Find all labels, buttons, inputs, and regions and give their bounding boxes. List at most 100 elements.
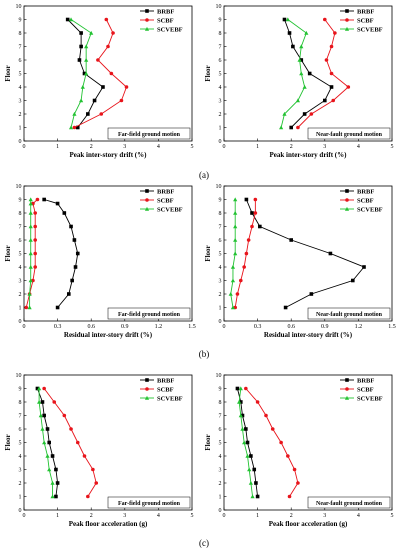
x-tick-label: 0 [23, 324, 26, 330]
data-point-brbf [70, 279, 74, 283]
data-point-brbf [303, 112, 307, 116]
x-tick-label: 0.3 [254, 324, 262, 330]
data-point-brbf [41, 400, 45, 404]
x-tick-label: 2 [90, 513, 93, 519]
data-point-scbf [286, 454, 290, 458]
y-tick-label: 9 [19, 387, 22, 393]
x-tick-label: 4 [157, 513, 160, 519]
y-tick-label: 5 [219, 252, 222, 258]
data-point-brbf [288, 31, 292, 35]
x-tick-label: 4 [357, 513, 360, 519]
data-point-scvebf [239, 386, 243, 390]
x-tick-label: 1.2 [355, 324, 363, 330]
legend-marker-brbf [345, 189, 349, 193]
y-tick-label: 8 [19, 400, 22, 406]
y-tick-label: 3 [19, 99, 22, 105]
data-point-brbf [66, 18, 70, 22]
y-tick-label: 4 [19, 265, 22, 271]
data-point-scvebf [28, 305, 32, 309]
data-point-scbf [94, 481, 98, 485]
data-point-brbf [67, 292, 71, 296]
legend-label-scbf: SCBF [157, 197, 174, 204]
x-axis-title: Peak inter-story drift (%) [70, 151, 148, 159]
y-tick-label: 3 [19, 279, 22, 285]
x-tick-label: 3 [323, 144, 326, 150]
data-point-brbf [79, 45, 83, 49]
data-point-scbf [52, 400, 56, 404]
y-axis-title: Floor [4, 245, 12, 261]
legend-label-brbf: BRBF [357, 377, 374, 384]
legend-marker-scbf [345, 387, 349, 391]
legend-label-brbf: BRBF [357, 8, 374, 15]
x-tick-label: 5 [191, 144, 194, 150]
x-tick-label: 1 [256, 513, 259, 519]
y-tick-label: 8 [219, 400, 222, 406]
annotation-text: Far-field ground motion [118, 501, 181, 507]
y-tick-label: 6 [219, 427, 222, 433]
y-tick-label: 10 [16, 4, 22, 10]
data-point-scvebf [81, 85, 85, 89]
y-tick-label: 2 [19, 481, 22, 487]
y-tick-label: 0 [19, 139, 22, 145]
y-axis-title: Floor [4, 434, 12, 450]
data-point-brbf [236, 387, 240, 391]
data-point-scvebf [29, 211, 33, 215]
y-tick-label: 0 [219, 319, 222, 325]
x-tick-label: 0.9 [321, 324, 329, 330]
data-point-scbf [244, 387, 248, 391]
x-tick-label: 0 [223, 324, 226, 330]
data-point-brbf [351, 279, 355, 283]
data-point-scvebf [286, 17, 290, 21]
y-axis-title: Floor [204, 434, 212, 450]
data-point-scbf [69, 427, 73, 431]
data-point-scvebf [240, 427, 244, 431]
data-point-brbf [283, 18, 287, 22]
data-point-brbf [56, 306, 60, 310]
data-point-brbf [244, 427, 248, 431]
data-point-scbf [264, 414, 268, 418]
data-point-scbf [91, 468, 95, 472]
y-tick-label: 5 [19, 441, 22, 447]
data-point-scbf [106, 45, 110, 49]
y-tick-label: 5 [19, 252, 22, 258]
y-axis-title: Floor [4, 65, 12, 81]
data-point-scbf [250, 225, 254, 229]
data-point-scbf [331, 99, 335, 103]
data-point-brbf [73, 238, 77, 242]
x-axis-title: Residual inter-story drift (%) [64, 331, 153, 339]
data-point-scvebf [29, 238, 33, 242]
data-point-brbf [51, 454, 55, 458]
y-tick-label: 0 [219, 139, 222, 145]
x-axis-title: Residual inter-story drift (%) [264, 331, 353, 339]
x-tick-label: 1 [256, 144, 259, 150]
chart-panel-4: 0 0.3 0.6 0.9 1.2 1.5012345678910Residual int… [204, 184, 396, 339]
data-point-scvebf [40, 427, 44, 431]
data-point-scbf [239, 279, 243, 283]
y-tick-label: 6 [19, 427, 22, 433]
data-point-scbf [33, 252, 37, 256]
data-point-brbf [291, 45, 295, 49]
y-tick-label: 8 [19, 211, 22, 217]
legend-marker-scbf [345, 18, 349, 22]
x-tick-label: 4 [357, 144, 360, 150]
y-tick-label: 5 [19, 72, 22, 78]
data-point-scbf [279, 441, 283, 445]
data-point-brbf [74, 265, 78, 269]
data-point-brbf [249, 454, 253, 458]
legend-label-scbf: SCBF [357, 197, 374, 204]
data-point-scvebf [29, 197, 33, 201]
data-point-brbf [289, 126, 293, 130]
y-tick-label: 2 [19, 292, 22, 298]
x-tick-label: 3 [123, 513, 126, 519]
x-tick-label: 1.5 [388, 324, 396, 330]
data-point-scvebf [229, 292, 233, 296]
annotation-text: Far-field ground motion [118, 312, 181, 318]
annotation-text: Near-fault ground motion [316, 132, 383, 138]
data-point-scvebf [233, 238, 237, 242]
caption-c: (c) [199, 538, 209, 548]
data-point-scbf [347, 85, 351, 89]
legend-label-brbf: BRBF [157, 377, 174, 384]
legend-label-scvebf: SCVEBF [357, 395, 383, 402]
